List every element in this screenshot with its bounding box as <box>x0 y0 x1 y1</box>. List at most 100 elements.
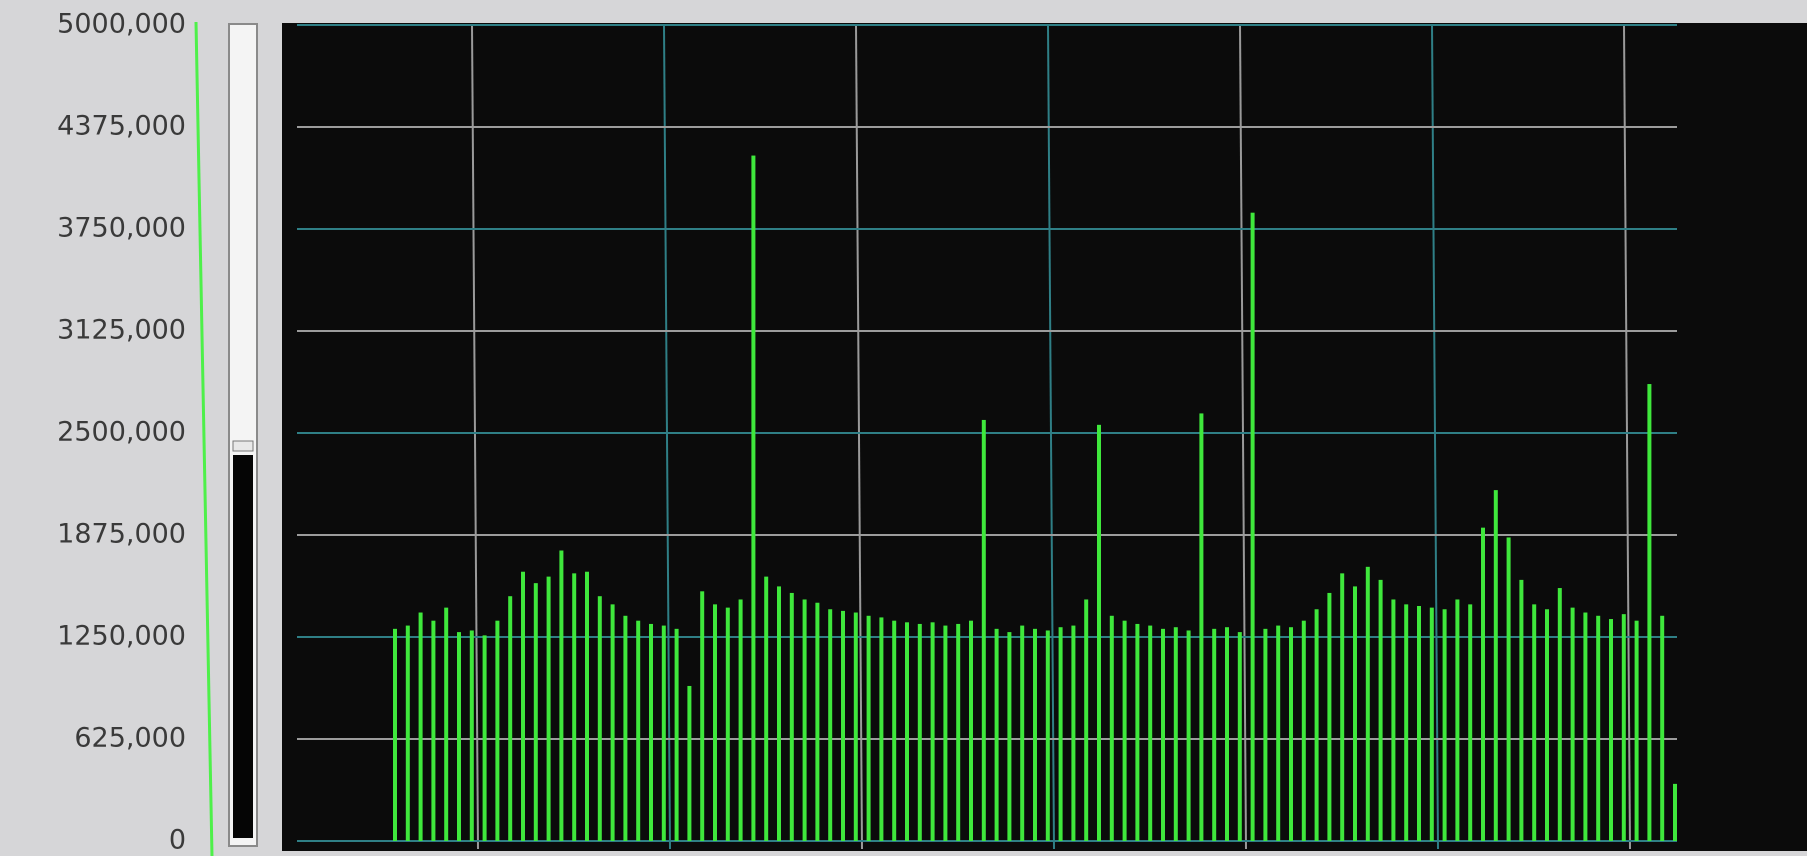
bar <box>828 609 832 841</box>
bar <box>867 616 871 841</box>
bar <box>943 626 947 841</box>
bar <box>1225 627 1229 841</box>
bar <box>1238 632 1242 841</box>
slider-handle[interactable] <box>233 441 253 451</box>
bar <box>393 629 397 841</box>
bar <box>1020 626 1024 841</box>
bar <box>495 621 499 841</box>
bar <box>636 621 640 841</box>
y-tick-label: 5000,000 <box>57 9 186 40</box>
bar <box>1187 630 1191 841</box>
slider-fill <box>233 455 253 838</box>
bar <box>1583 613 1587 841</box>
bar <box>534 583 538 841</box>
bar <box>700 591 704 841</box>
bar <box>879 617 883 841</box>
bar <box>1494 490 1498 841</box>
bar <box>1558 588 1562 841</box>
bar <box>1110 616 1114 841</box>
bar <box>777 586 781 841</box>
bar <box>956 624 960 841</box>
bar <box>1123 621 1127 841</box>
bar <box>1212 629 1216 841</box>
bar <box>1635 621 1639 841</box>
bar <box>1199 413 1203 841</box>
bar <box>764 577 768 841</box>
bar <box>508 596 512 841</box>
bar <box>675 629 679 841</box>
bar <box>1161 629 1165 841</box>
bar <box>623 616 627 841</box>
bar <box>905 622 909 841</box>
bar <box>854 613 858 841</box>
bar <box>1417 606 1421 841</box>
bar <box>1379 580 1383 841</box>
chart: 0625,0001250,0001875,0002500,0003125,000… <box>0 0 1807 856</box>
bar <box>1609 619 1613 841</box>
bar <box>1673 784 1677 841</box>
bar <box>1596 616 1600 841</box>
bar <box>1084 599 1088 841</box>
bar <box>483 635 487 841</box>
bar <box>1033 629 1037 841</box>
y-tick-label: 1250,000 <box>57 621 186 652</box>
bar <box>1059 627 1063 841</box>
bar <box>1532 604 1536 841</box>
bar <box>585 572 589 841</box>
bar <box>1660 616 1664 841</box>
bar <box>982 420 986 841</box>
y-tick-label: 625,000 <box>74 723 186 754</box>
bar <box>892 621 896 841</box>
bar <box>547 577 551 841</box>
bar <box>1148 626 1152 841</box>
bar <box>431 621 435 841</box>
y-tick-label: 0 <box>169 825 186 856</box>
bar <box>611 604 615 841</box>
y-tick-label: 4375,000 <box>57 111 186 142</box>
bar <box>995 629 999 841</box>
bar <box>1443 609 1447 841</box>
bar <box>406 626 410 841</box>
bar <box>1430 608 1434 841</box>
bar <box>598 596 602 841</box>
bar <box>1353 586 1357 841</box>
bar <box>1622 614 1626 841</box>
bar <box>1391 599 1395 841</box>
y-tick-label: 3750,000 <box>57 213 186 244</box>
bar <box>444 608 448 841</box>
bar <box>1366 567 1370 841</box>
bar <box>1507 537 1511 841</box>
bar <box>1571 608 1575 841</box>
bar <box>470 630 474 841</box>
bar <box>559 551 563 841</box>
bar <box>790 593 794 841</box>
bar <box>1315 609 1319 841</box>
bar <box>1097 425 1101 841</box>
bar <box>1046 630 1050 841</box>
bar <box>815 603 819 841</box>
bar <box>931 622 935 841</box>
bar <box>687 686 691 841</box>
bar <box>1135 624 1139 841</box>
bar <box>1327 593 1331 841</box>
bar <box>662 626 666 841</box>
bar <box>1647 384 1651 841</box>
page: 0625,0001250,0001875,0002500,0003125,000… <box>0 0 1807 856</box>
bar <box>739 599 743 841</box>
bar <box>1007 632 1011 841</box>
bar <box>1302 621 1306 841</box>
bar <box>1174 627 1178 841</box>
y-tick-label: 2500,000 <box>57 417 186 448</box>
bar <box>918 624 922 841</box>
bar <box>1481 528 1485 841</box>
bar <box>1276 626 1280 841</box>
bar <box>649 624 653 841</box>
bar <box>1455 599 1459 841</box>
bar <box>1289 627 1293 841</box>
bar <box>1340 573 1344 841</box>
bar <box>572 573 576 841</box>
bar <box>1263 629 1267 841</box>
bar <box>803 599 807 841</box>
bar <box>1519 580 1523 841</box>
bar <box>751 156 755 841</box>
